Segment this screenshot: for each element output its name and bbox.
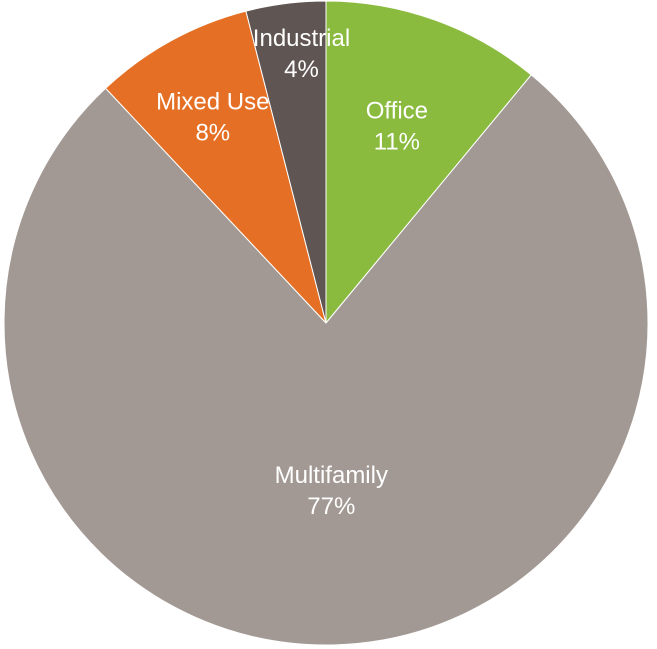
pie-label-percent: 77% <box>307 493 355 520</box>
pie-label-category: Mixed Use <box>156 89 269 116</box>
pie-label-industrial: Industrial 4% <box>253 25 350 83</box>
pie-label-office: Office 11% <box>366 98 428 156</box>
pie-slice-mixed-use <box>104 10 327 324</box>
pie-label-percent: 11% <box>374 129 420 156</box>
pie-label-percent: 4% <box>284 56 319 83</box>
pie-slices <box>3 0 649 646</box>
pie-label-mixed-use: Mixed Use 8% <box>156 89 269 147</box>
pie-labels: Office 11% Multifamily 77% Mixed Use 8% Indust… <box>156 25 428 520</box>
pie-label-category: Industrial <box>253 25 350 52</box>
pie-label-category: Multifamily <box>275 462 388 489</box>
pie-slice-multifamily <box>3 74 649 646</box>
pie-slice-industrial <box>245 0 327 324</box>
pie-slice-office <box>325 0 532 325</box>
pie-label-percent: 8% <box>195 120 230 147</box>
pie-label-multifamily: Multifamily 77% <box>275 462 388 520</box>
pie-label-category: Office <box>366 98 428 125</box>
